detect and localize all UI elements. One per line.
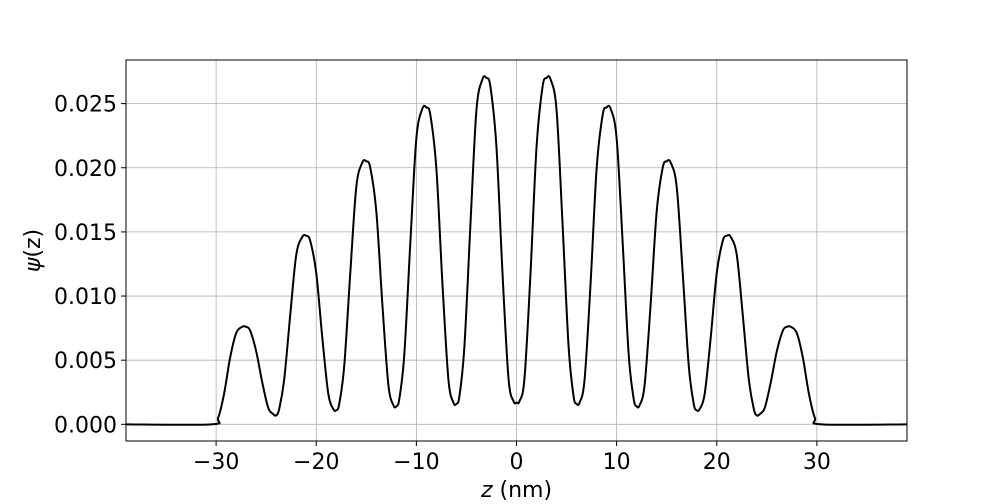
- y-tick-label: 0.020: [54, 157, 117, 182]
- series-lines: [125, 75, 908, 426]
- series-line: [125, 75, 908, 426]
- ticks: −30 −20 −10 0 10 20 30 0.000 0.005 0.010 0.015 0.02…: [54, 93, 831, 475]
- x-tick-label: −10: [393, 450, 439, 475]
- x-tick-label: −20: [293, 450, 339, 475]
- y-axis-label-arg: (z): [21, 229, 46, 258]
- x-tick-label: 20: [703, 450, 731, 475]
- y-tick-label: 0.000: [54, 413, 117, 438]
- y-tick-label: 0.025: [54, 93, 117, 118]
- y-axis-label: ψ(z): [21, 229, 46, 272]
- x-tick-label: 10: [603, 450, 631, 475]
- y-tick-label: 0.015: [54, 221, 117, 246]
- x-tick-label: −30: [193, 450, 239, 475]
- y-tick-label: 0.005: [54, 349, 117, 374]
- x-axis-label-unit: (nm): [493, 478, 553, 503]
- x-axis-label-var: z: [480, 478, 493, 503]
- x-axis-label: z (nm): [480, 478, 552, 503]
- x-tick-label: 30: [803, 450, 831, 475]
- y-tick-label: 0.010: [54, 285, 117, 310]
- y-axis-label-var: ψ: [21, 257, 46, 272]
- grid: [126, 60, 907, 441]
- x-tick-label: 0: [510, 450, 524, 475]
